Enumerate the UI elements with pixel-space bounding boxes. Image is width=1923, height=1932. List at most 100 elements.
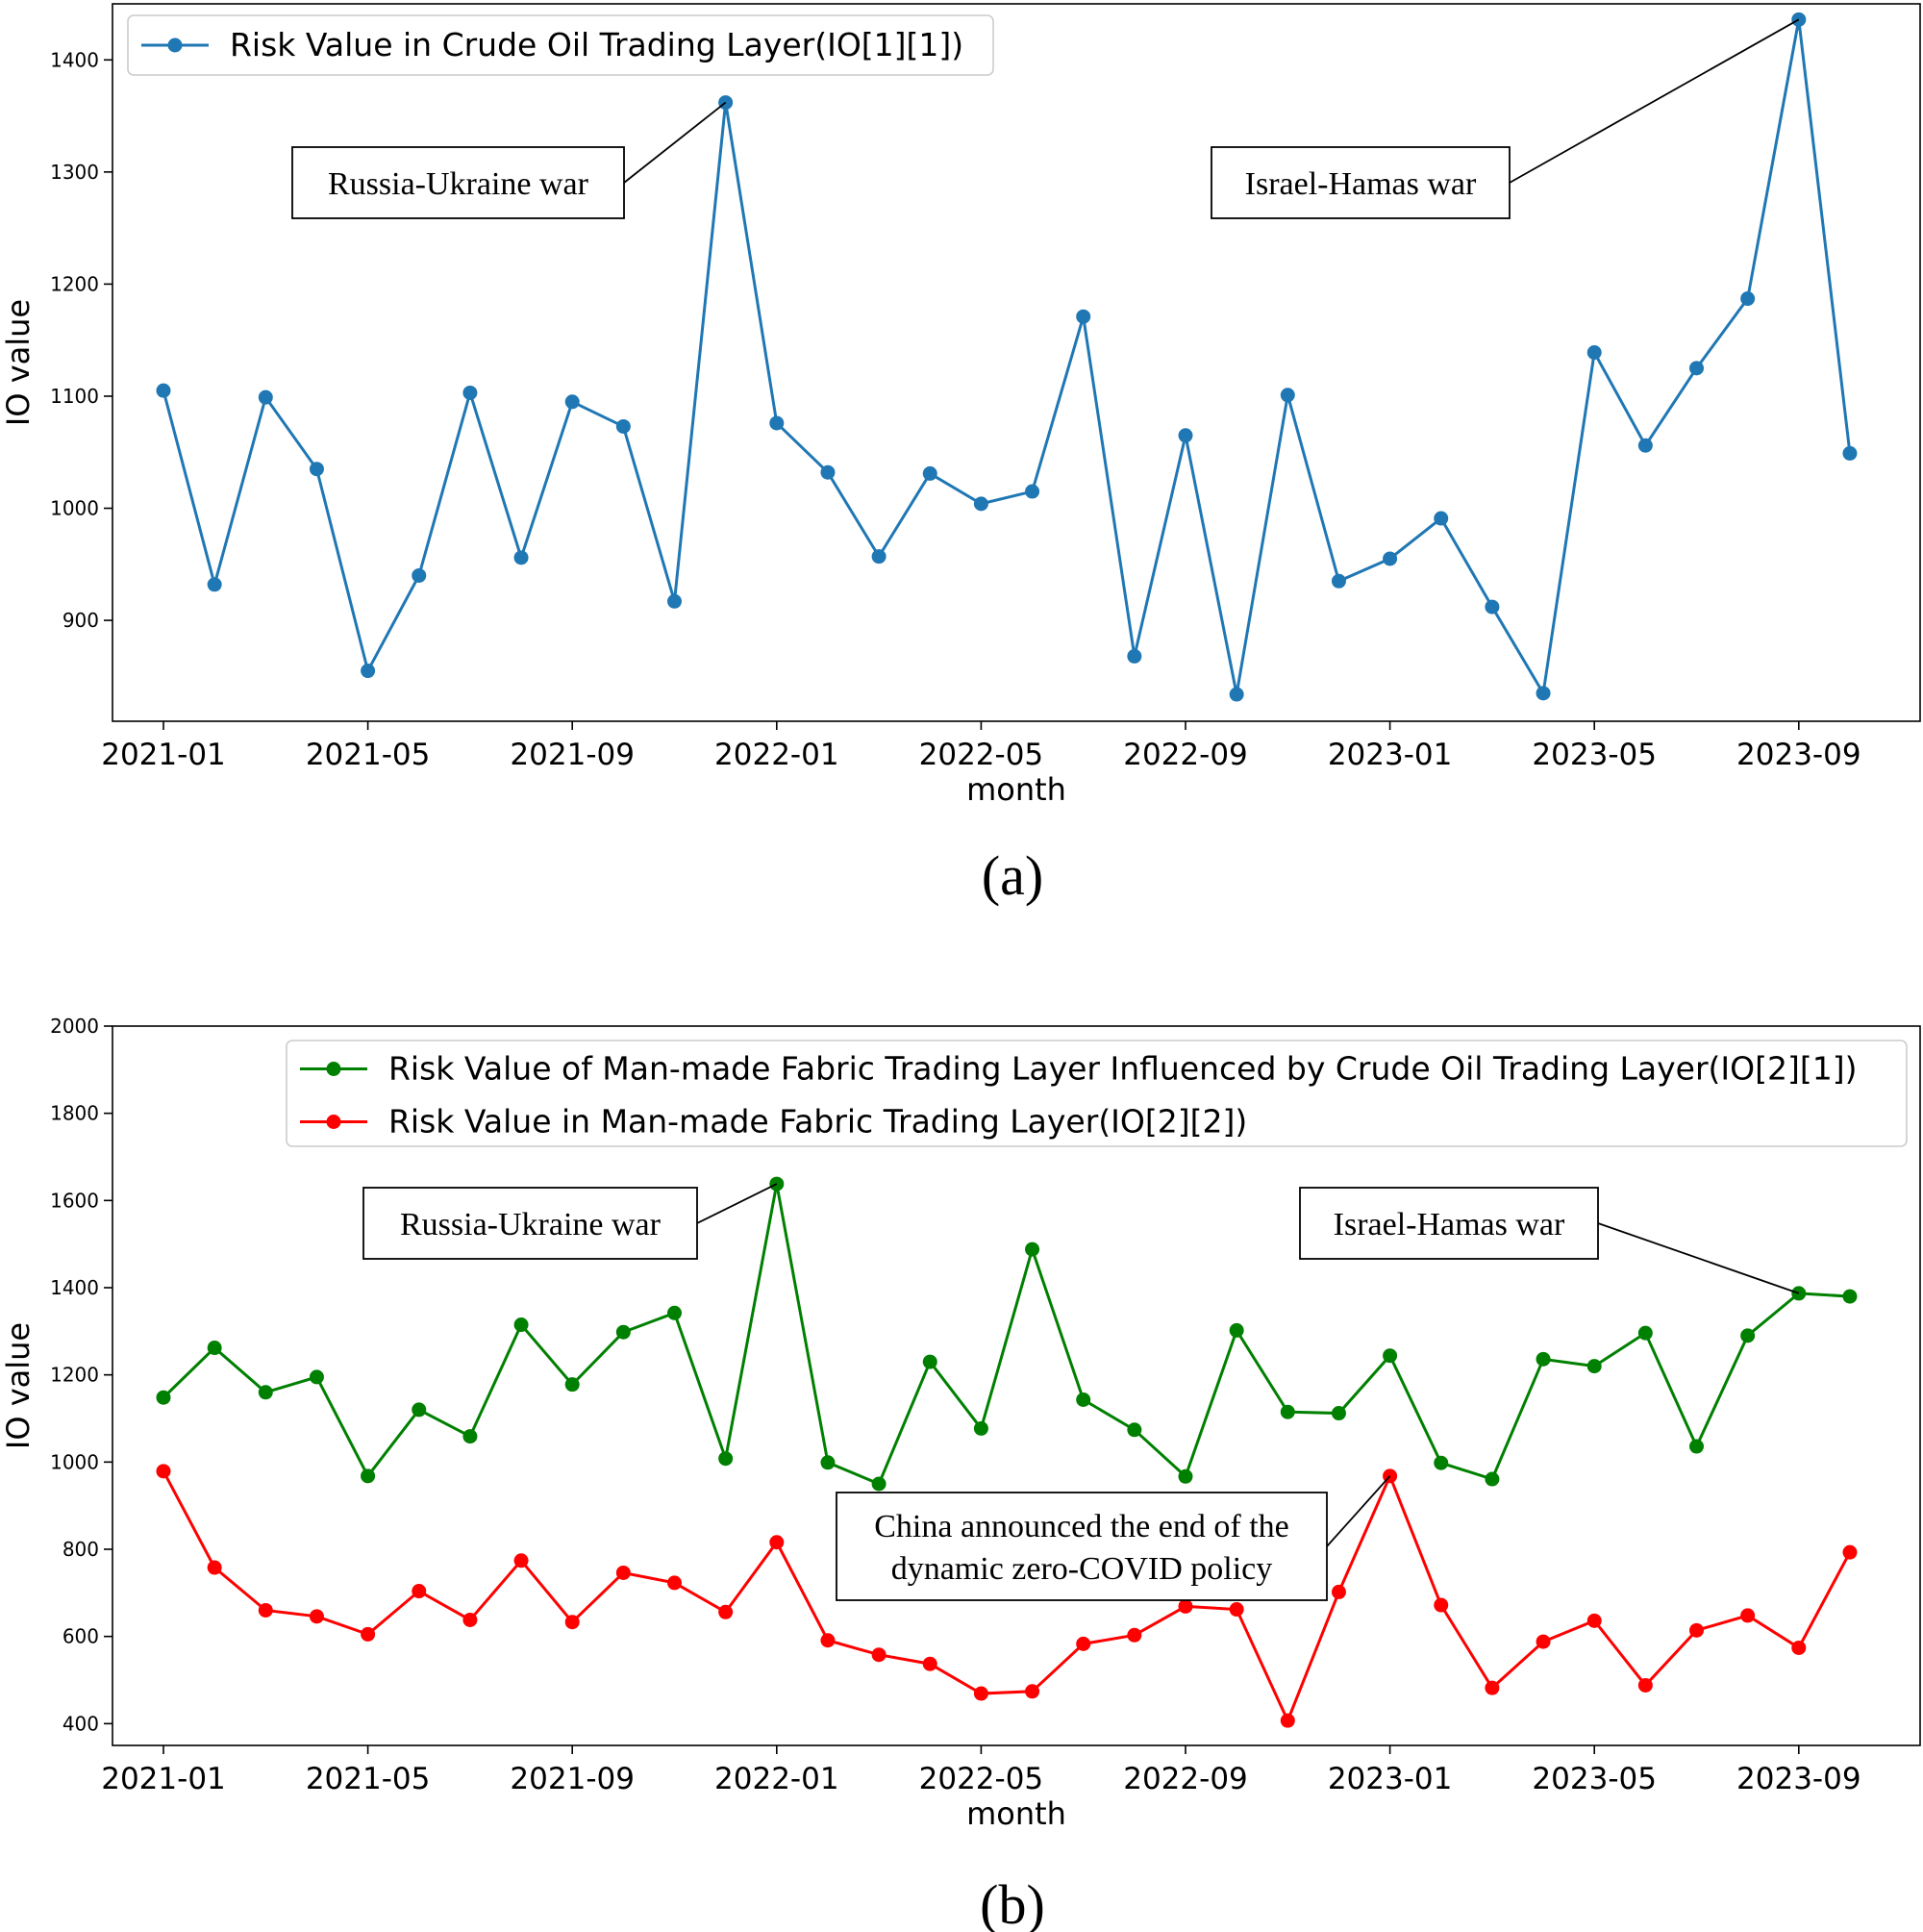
series-line: [162, 1183, 1851, 1486]
series-line: [162, 1470, 1852, 1724]
y-tick-label: 1600: [50, 1189, 99, 1212]
y-tick-label: 1000: [50, 1450, 99, 1473]
annotation-box: [1211, 146, 1511, 219]
data-point: [973, 1420, 988, 1436]
x-tick-label: 2021-09: [510, 1762, 635, 1796]
x-tick-label: 2023-01: [1328, 1762, 1453, 1796]
x-tick-label: 2022-05: [919, 1762, 1044, 1796]
annotation-leader: [1597, 1222, 1800, 1294]
data-point: [412, 567, 427, 583]
data-point: [1025, 1242, 1040, 1257]
data-point: [564, 1377, 580, 1393]
data-point: [615, 1565, 631, 1580]
data-point: [564, 394, 580, 410]
data-point: [667, 1575, 682, 1591]
data-point: [667, 593, 682, 609]
x-tick-label: 2023-09: [1736, 738, 1861, 772]
y-tick-label: 400: [62, 1712, 99, 1735]
x-tick-label: 2021-05: [306, 738, 431, 772]
data-point: [769, 1535, 785, 1550]
annotation-text: China announced the end of the: [874, 1509, 1288, 1544]
data-point: [1178, 1598, 1193, 1614]
x-tick-label: 2022-09: [1123, 738, 1248, 772]
data-point: [1689, 361, 1704, 376]
x-axis-label: month: [966, 1795, 1066, 1832]
plot-frame: [112, 1025, 1921, 1746]
data-point: [1127, 1627, 1142, 1643]
data-point: [1637, 438, 1653, 453]
chart-panel-b: 400 600 800 1000 1200 1400 1600 1800 2000 2021-01…: [0, 1015, 1921, 1932]
plot-frame: [112, 3, 1921, 722]
data-point: [973, 1686, 988, 1701]
data-point: [1025, 484, 1040, 499]
data-point: [1229, 687, 1244, 702]
y-tick-label: 1800: [50, 1102, 99, 1125]
data-point: [1434, 511, 1449, 526]
data-point: [156, 1390, 171, 1405]
data-point: [1383, 1348, 1398, 1364]
data-point: [1025, 1684, 1040, 1699]
data-point: [462, 1429, 478, 1444]
data-point: [1586, 1613, 1602, 1628]
data-point: [207, 1341, 222, 1356]
data-point: [1637, 1677, 1653, 1693]
annotation-box: [1299, 1187, 1599, 1260]
data-point: [1791, 1640, 1807, 1655]
data-point: [1076, 1636, 1091, 1651]
data-point: [1178, 1468, 1193, 1484]
data-point: [258, 1385, 273, 1400]
y-tick-label: 1200: [50, 1364, 99, 1387]
y-tick-label: 1400: [50, 48, 99, 71]
annotation-box: [291, 146, 625, 219]
legend-swatch-marker: [326, 1062, 341, 1076]
legend-box: [127, 14, 994, 76]
x-tick-label: 2022-05: [919, 738, 1044, 772]
legend-entry: Risk Value of Man-made Fabric Trading La…: [388, 1050, 1857, 1088]
legend-swatch-marker: [326, 1115, 341, 1129]
annotation-leader: [623, 101, 727, 184]
data-point: [513, 1317, 529, 1333]
panel-caption: (b): [980, 1873, 1045, 1932]
data-point: [1331, 573, 1346, 589]
data-point: [1127, 1422, 1142, 1438]
data-point: [922, 465, 937, 481]
annotation-text: dynamic zero-COVID policy: [891, 1551, 1273, 1587]
data-point: [1740, 291, 1756, 307]
data-point: [871, 1476, 887, 1492]
legend-entry: Risk Value in Crude Oil Trading Layer(IO…: [230, 26, 963, 63]
annotation-text: Russia-Ukraine war: [328, 166, 589, 202]
data-point: [769, 415, 785, 431]
x-tick-label: 2023-05: [1532, 738, 1657, 772]
annotation-leader: [696, 1183, 778, 1224]
data-point: [309, 462, 324, 477]
data-point: [1434, 1597, 1449, 1613]
data-point: [820, 1633, 836, 1648]
data-point: [412, 1584, 427, 1599]
data-point: [1842, 445, 1858, 461]
data-point: [1586, 345, 1602, 361]
data-point: [1536, 1634, 1551, 1649]
y-axis-label: IO value: [0, 1322, 37, 1449]
annotation-text: Israel-Hamas war: [1334, 1207, 1565, 1242]
data-point: [1689, 1622, 1704, 1638]
data-point: [1842, 1289, 1858, 1304]
data-point: [1536, 1351, 1551, 1367]
x-tick-label: 2021-05: [306, 1762, 431, 1796]
y-tick-label: 900: [62, 609, 99, 632]
data-point: [1485, 1680, 1500, 1695]
legend-entry: Risk Value in Man-made Fabric Trading La…: [388, 1103, 1247, 1141]
data-point: [361, 664, 376, 679]
data-point: [309, 1369, 324, 1385]
x-tick-label: 2022-01: [714, 738, 839, 772]
x-tick-label: 2023-01: [1328, 738, 1453, 772]
data-point: [1229, 1322, 1244, 1338]
data-point: [462, 1612, 478, 1627]
x-tick-label: 2021-01: [101, 1762, 226, 1796]
data-point: [412, 1402, 427, 1418]
annotation-box: [362, 1187, 698, 1260]
data-point: [1637, 1325, 1653, 1341]
y-axis-label: IO value: [0, 299, 37, 426]
data-point: [820, 1455, 836, 1470]
data-point: [922, 1354, 937, 1369]
